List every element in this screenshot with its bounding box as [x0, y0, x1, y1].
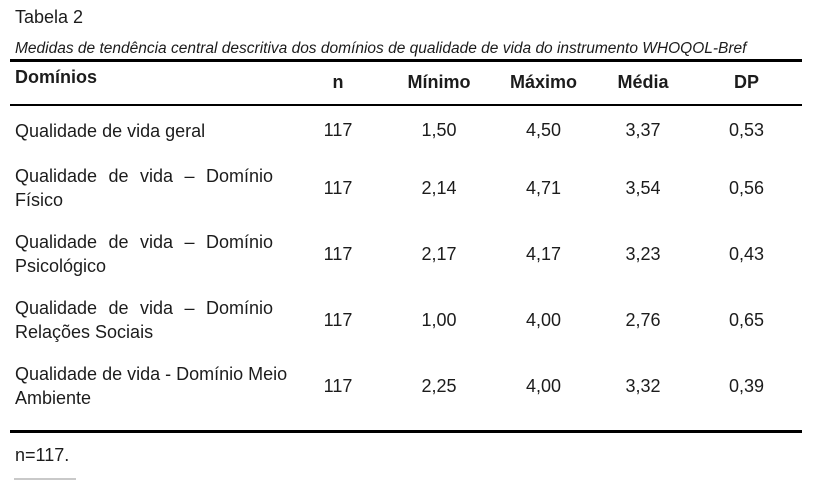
table-caption: Medidas de tendência central descritiva … [15, 40, 747, 57]
header-row: Domínios n Mínimo Máximo Média DP [10, 60, 802, 105]
stats-table: Domínios n Mínimo Máximo Média DP Qualid… [10, 58, 802, 433]
table-label: Tabela 2 [15, 7, 84, 27]
max-cell: 4,50 [525, 120, 562, 140]
spacer-row [10, 419, 802, 431]
col-header-maximo: Máximo [509, 72, 578, 93]
domain-cell: Qualidade de vida geral [10, 105, 290, 155]
domain-label: Qualidade de vida – Domínio Psicológico [15, 232, 273, 276]
page-bottom-artifact [14, 478, 76, 480]
sd-cell: 0,43 [728, 243, 765, 264]
max-cell: 4,71 [525, 177, 562, 198]
min-cell: 2,25 [421, 375, 457, 396]
col-header-n: n [332, 72, 344, 93]
domain-cell: Qualidade de vida – Domínio Psicológico [10, 221, 290, 287]
max-cell: 4,00 [525, 309, 562, 330]
domain-cell: Qualidade de vida - Domínio Meio Ambient… [10, 353, 290, 419]
table-row: Qualidade de vida – Domínio Relações Soc… [10, 287, 802, 353]
col-header-media: Média [617, 72, 669, 93]
table-row: Qualidade de vida - Domínio Meio Ambient… [10, 353, 802, 419]
min-cell: 2,14 [421, 177, 457, 198]
col-header-minimo: Mínimo [407, 72, 471, 93]
n-cell: 117 [323, 243, 353, 264]
min-cell: 1,50 [421, 120, 457, 140]
domain-label: Qualidade de vida – Domínio Físico [15, 166, 273, 210]
mean-cell: 3,23 [625, 243, 661, 264]
col-header-dp: DP [733, 72, 759, 93]
n-cell: 117 [323, 375, 353, 396]
sd-cell: 0,65 [728, 309, 765, 330]
n-cell: 117 [323, 177, 353, 198]
mean-cell: 2,76 [625, 309, 661, 330]
max-cell: 4,00 [525, 375, 562, 396]
domain-cell: Qualidade de vida – Domínio Relações Soc… [10, 287, 290, 353]
col-header-dominios: Domínios [15, 66, 98, 87]
table-footnote: n=117. [15, 444, 70, 465]
sd-cell: 0,53 [728, 120, 765, 140]
table-row: Qualidade de vida – Domínio Psicológico … [10, 221, 802, 287]
sd-cell: 0,56 [728, 177, 765, 198]
mean-cell: 3,54 [625, 177, 661, 198]
mean-cell: 3,37 [625, 120, 661, 140]
min-cell: 2,17 [421, 243, 457, 264]
mean-cell: 3,32 [625, 375, 661, 396]
n-cell: 117 [323, 309, 353, 330]
domain-label: Qualidade de vida - Domínio Meio Ambient… [15, 364, 288, 408]
min-cell: 1,00 [421, 309, 457, 330]
domain-cell: Qualidade de vida – Domínio Físico [10, 155, 290, 221]
domain-label: Qualidade de vida – Domínio Relações Soc… [15, 298, 273, 342]
sd-cell: 0,39 [728, 375, 765, 396]
domain-label: Qualidade de vida geral [15, 120, 206, 141]
table-row: Qualidade de vida geral 117 1,50 4,50 3,… [10, 105, 802, 155]
table-row: Qualidade de vida – Domínio Físico 117 2… [10, 155, 802, 221]
n-cell: 117 [323, 120, 353, 140]
max-cell: 4,17 [525, 243, 562, 264]
